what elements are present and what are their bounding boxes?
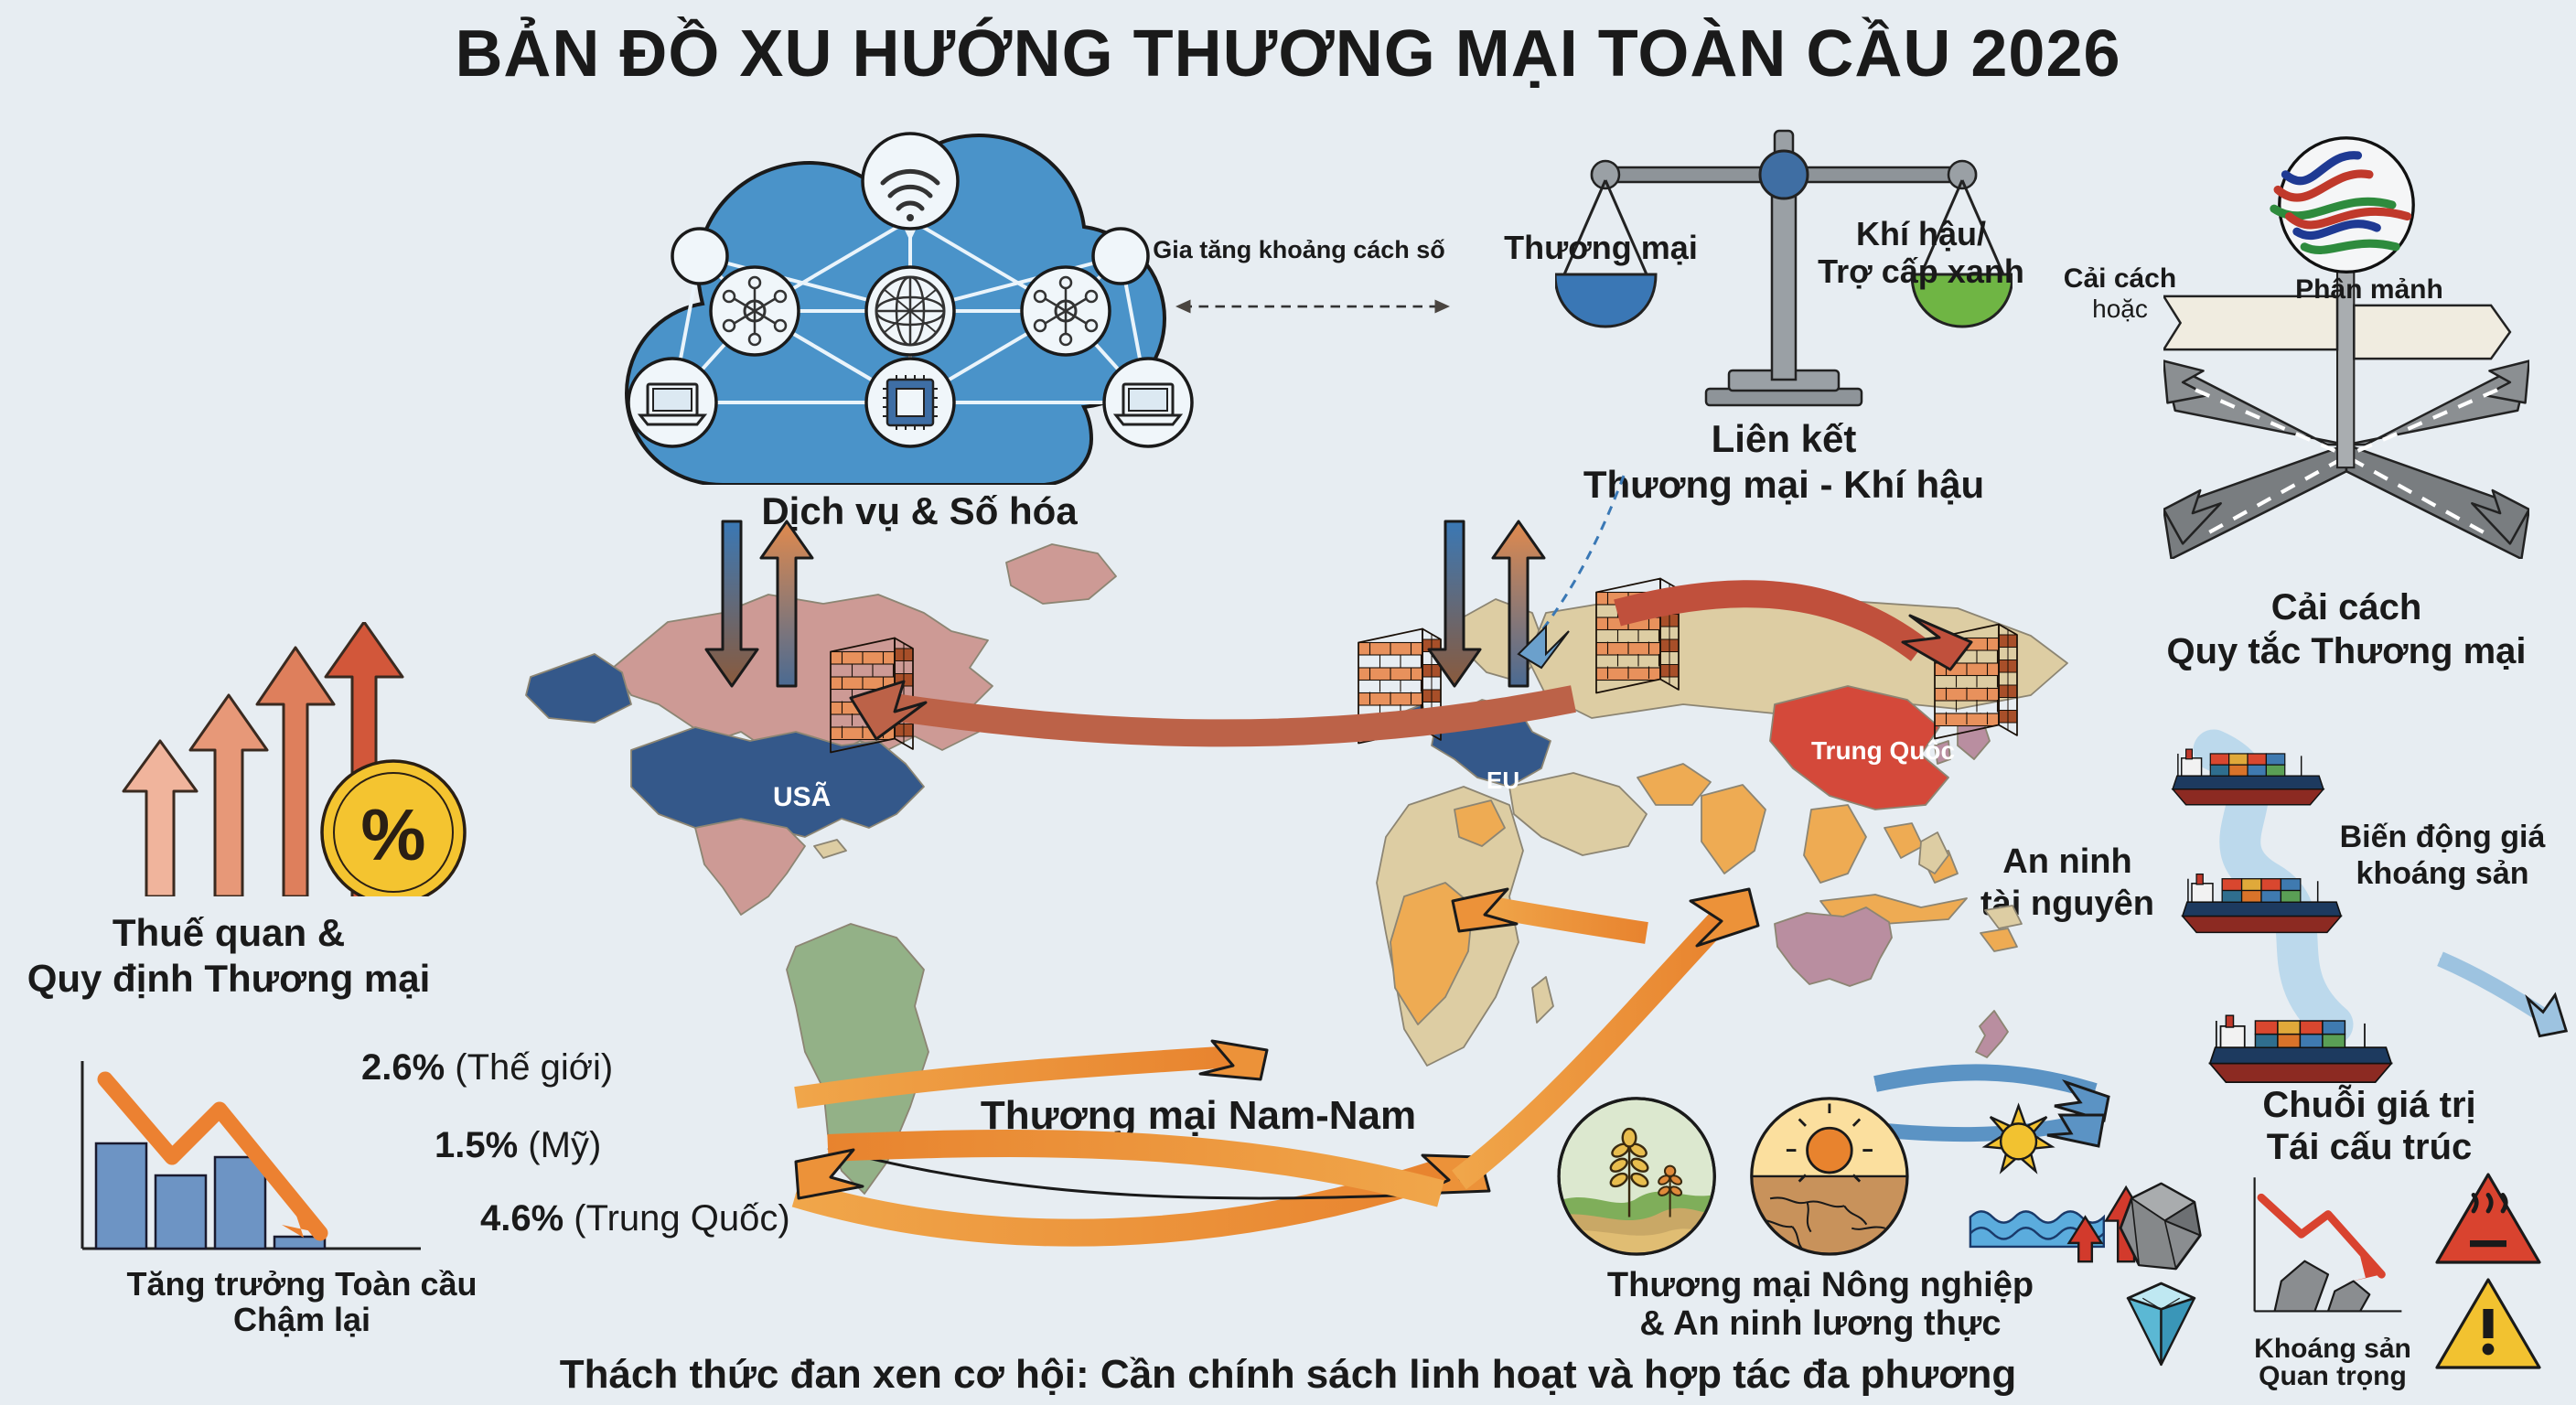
- svg-text:%: %: [360, 794, 425, 875]
